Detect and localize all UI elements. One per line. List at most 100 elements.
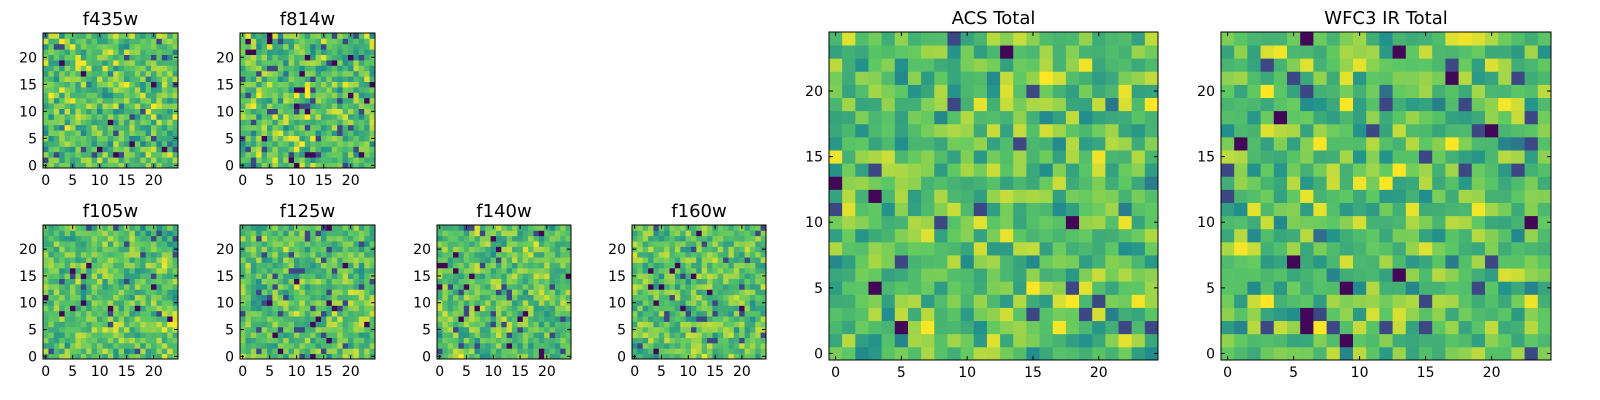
heatmap-cell bbox=[369, 92, 376, 99]
heatmap-cell bbox=[458, 353, 465, 360]
heatmap-cell bbox=[277, 97, 284, 104]
heatmap-cell bbox=[337, 310, 343, 317]
heatmap-cell bbox=[1065, 189, 1080, 203]
heatmap-cell bbox=[664, 257, 670, 263]
heatmap-cell bbox=[353, 225, 360, 231]
heatmap-cell bbox=[48, 92, 55, 99]
heatmap-cell bbox=[1144, 241, 1159, 256]
heatmap-cell bbox=[43, 267, 49, 274]
heatmap-cell bbox=[685, 342, 692, 349]
heatmap-cell bbox=[934, 294, 948, 308]
heatmap-cell bbox=[842, 123, 856, 138]
heatmap-cell bbox=[118, 321, 125, 328]
heatmap-cell bbox=[288, 157, 295, 163]
heatmap-cell bbox=[907, 268, 922, 282]
heatmap-cell bbox=[272, 316, 279, 322]
heatmap-cell bbox=[353, 251, 360, 258]
heatmap-cell bbox=[1026, 346, 1040, 361]
heatmap-cell bbox=[947, 307, 961, 322]
heatmap-cell bbox=[310, 124, 316, 131]
heatmap-cell bbox=[113, 130, 119, 136]
heatmap-cell bbox=[1013, 58, 1027, 72]
heatmap-cell bbox=[172, 321, 179, 328]
heatmap-cell bbox=[1013, 97, 1027, 112]
heatmap-cell bbox=[1118, 84, 1133, 98]
heatmap-cell bbox=[1405, 241, 1420, 256]
heatmap-cell bbox=[277, 130, 284, 136]
heatmap-cell bbox=[167, 326, 173, 333]
heatmap-cell bbox=[1131, 241, 1146, 256]
heatmap-cell bbox=[528, 257, 534, 263]
heatmap-cell bbox=[134, 162, 141, 169]
heatmap-cell bbox=[755, 251, 762, 258]
heatmap-cell bbox=[1131, 307, 1146, 322]
heatmap-cell bbox=[134, 321, 141, 328]
heatmap-cell bbox=[129, 267, 136, 274]
heatmap-cell bbox=[1339, 346, 1354, 361]
heatmap-cell bbox=[749, 316, 756, 322]
heatmap-cell bbox=[245, 294, 252, 301]
heatmap-cell bbox=[1052, 32, 1067, 46]
heatmap-cell bbox=[749, 278, 756, 285]
heatmap-cell bbox=[250, 310, 257, 317]
heatmap-cell bbox=[348, 283, 354, 290]
heatmap-cell bbox=[517, 246, 524, 253]
heatmap-cell bbox=[321, 114, 327, 120]
heatmap-cell bbox=[288, 60, 295, 66]
heatmap-cell bbox=[97, 70, 103, 77]
heatmap-cell bbox=[102, 273, 109, 279]
heatmap-cell bbox=[97, 278, 103, 285]
heatmap-cell bbox=[245, 157, 252, 163]
heatmap-cell bbox=[70, 262, 76, 269]
heatmap-cell bbox=[1131, 294, 1146, 308]
heatmap-cell bbox=[358, 251, 365, 258]
heatmap-cell bbox=[674, 326, 681, 333]
heatmap-cell bbox=[960, 176, 975, 190]
heatmap-cell bbox=[369, 278, 376, 285]
heatmap-cell bbox=[161, 305, 168, 312]
heatmap-cell bbox=[512, 257, 518, 263]
heatmap-cell bbox=[1013, 84, 1027, 98]
heatmap-cell bbox=[517, 251, 524, 258]
heatmap-cell bbox=[145, 70, 152, 77]
heatmap-cell bbox=[43, 289, 49, 296]
heatmap-cell bbox=[59, 278, 65, 285]
heatmap-cell bbox=[369, 305, 376, 312]
heatmap-cell bbox=[331, 353, 338, 360]
heatmap-cell bbox=[701, 316, 708, 322]
heatmap-cell bbox=[48, 321, 55, 328]
heatmap-cell bbox=[674, 278, 681, 285]
heatmap-cell bbox=[172, 76, 179, 82]
heatmap-cell bbox=[501, 310, 508, 317]
heatmap-cell bbox=[728, 225, 735, 231]
heatmap-cell bbox=[283, 251, 289, 258]
heatmap-cell bbox=[712, 257, 719, 263]
heatmap-cell bbox=[658, 316, 665, 322]
heatmap-cell bbox=[337, 38, 343, 45]
heatmap-cell bbox=[717, 294, 724, 301]
heatmap-cell bbox=[145, 65, 152, 72]
heatmap-cell bbox=[674, 241, 681, 247]
heatmap-cell bbox=[733, 326, 740, 333]
heatmap-cell bbox=[288, 305, 295, 312]
heatmap-cell bbox=[283, 114, 289, 120]
heatmap-cell bbox=[107, 342, 114, 349]
heatmap-cell bbox=[469, 321, 475, 328]
heatmap-cell bbox=[321, 348, 327, 355]
heatmap-cell bbox=[256, 246, 262, 253]
heatmap-cell bbox=[712, 316, 719, 322]
heatmap-cell bbox=[310, 225, 316, 231]
heatmap-cell bbox=[1300, 307, 1314, 322]
heatmap-cell bbox=[353, 60, 360, 66]
heatmap-cell bbox=[648, 257, 654, 263]
heatmap-cell bbox=[1039, 176, 1054, 190]
heatmap-cell bbox=[348, 342, 354, 349]
heatmap-cell bbox=[75, 257, 82, 263]
heatmap-cell bbox=[1300, 176, 1314, 190]
heatmap-cell bbox=[134, 337, 141, 344]
heatmap-cell bbox=[506, 235, 513, 242]
heatmap-cell bbox=[664, 326, 670, 333]
heatmap-cell bbox=[80, 92, 87, 99]
heatmap-cell bbox=[107, 162, 114, 169]
heatmap-cell bbox=[669, 262, 676, 269]
